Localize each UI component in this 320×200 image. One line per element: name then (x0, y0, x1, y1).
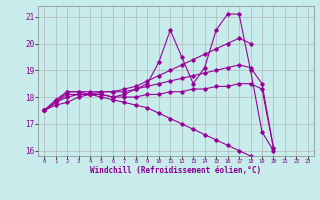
X-axis label: Windchill (Refroidissement éolien,°C): Windchill (Refroidissement éolien,°C) (91, 166, 261, 175)
